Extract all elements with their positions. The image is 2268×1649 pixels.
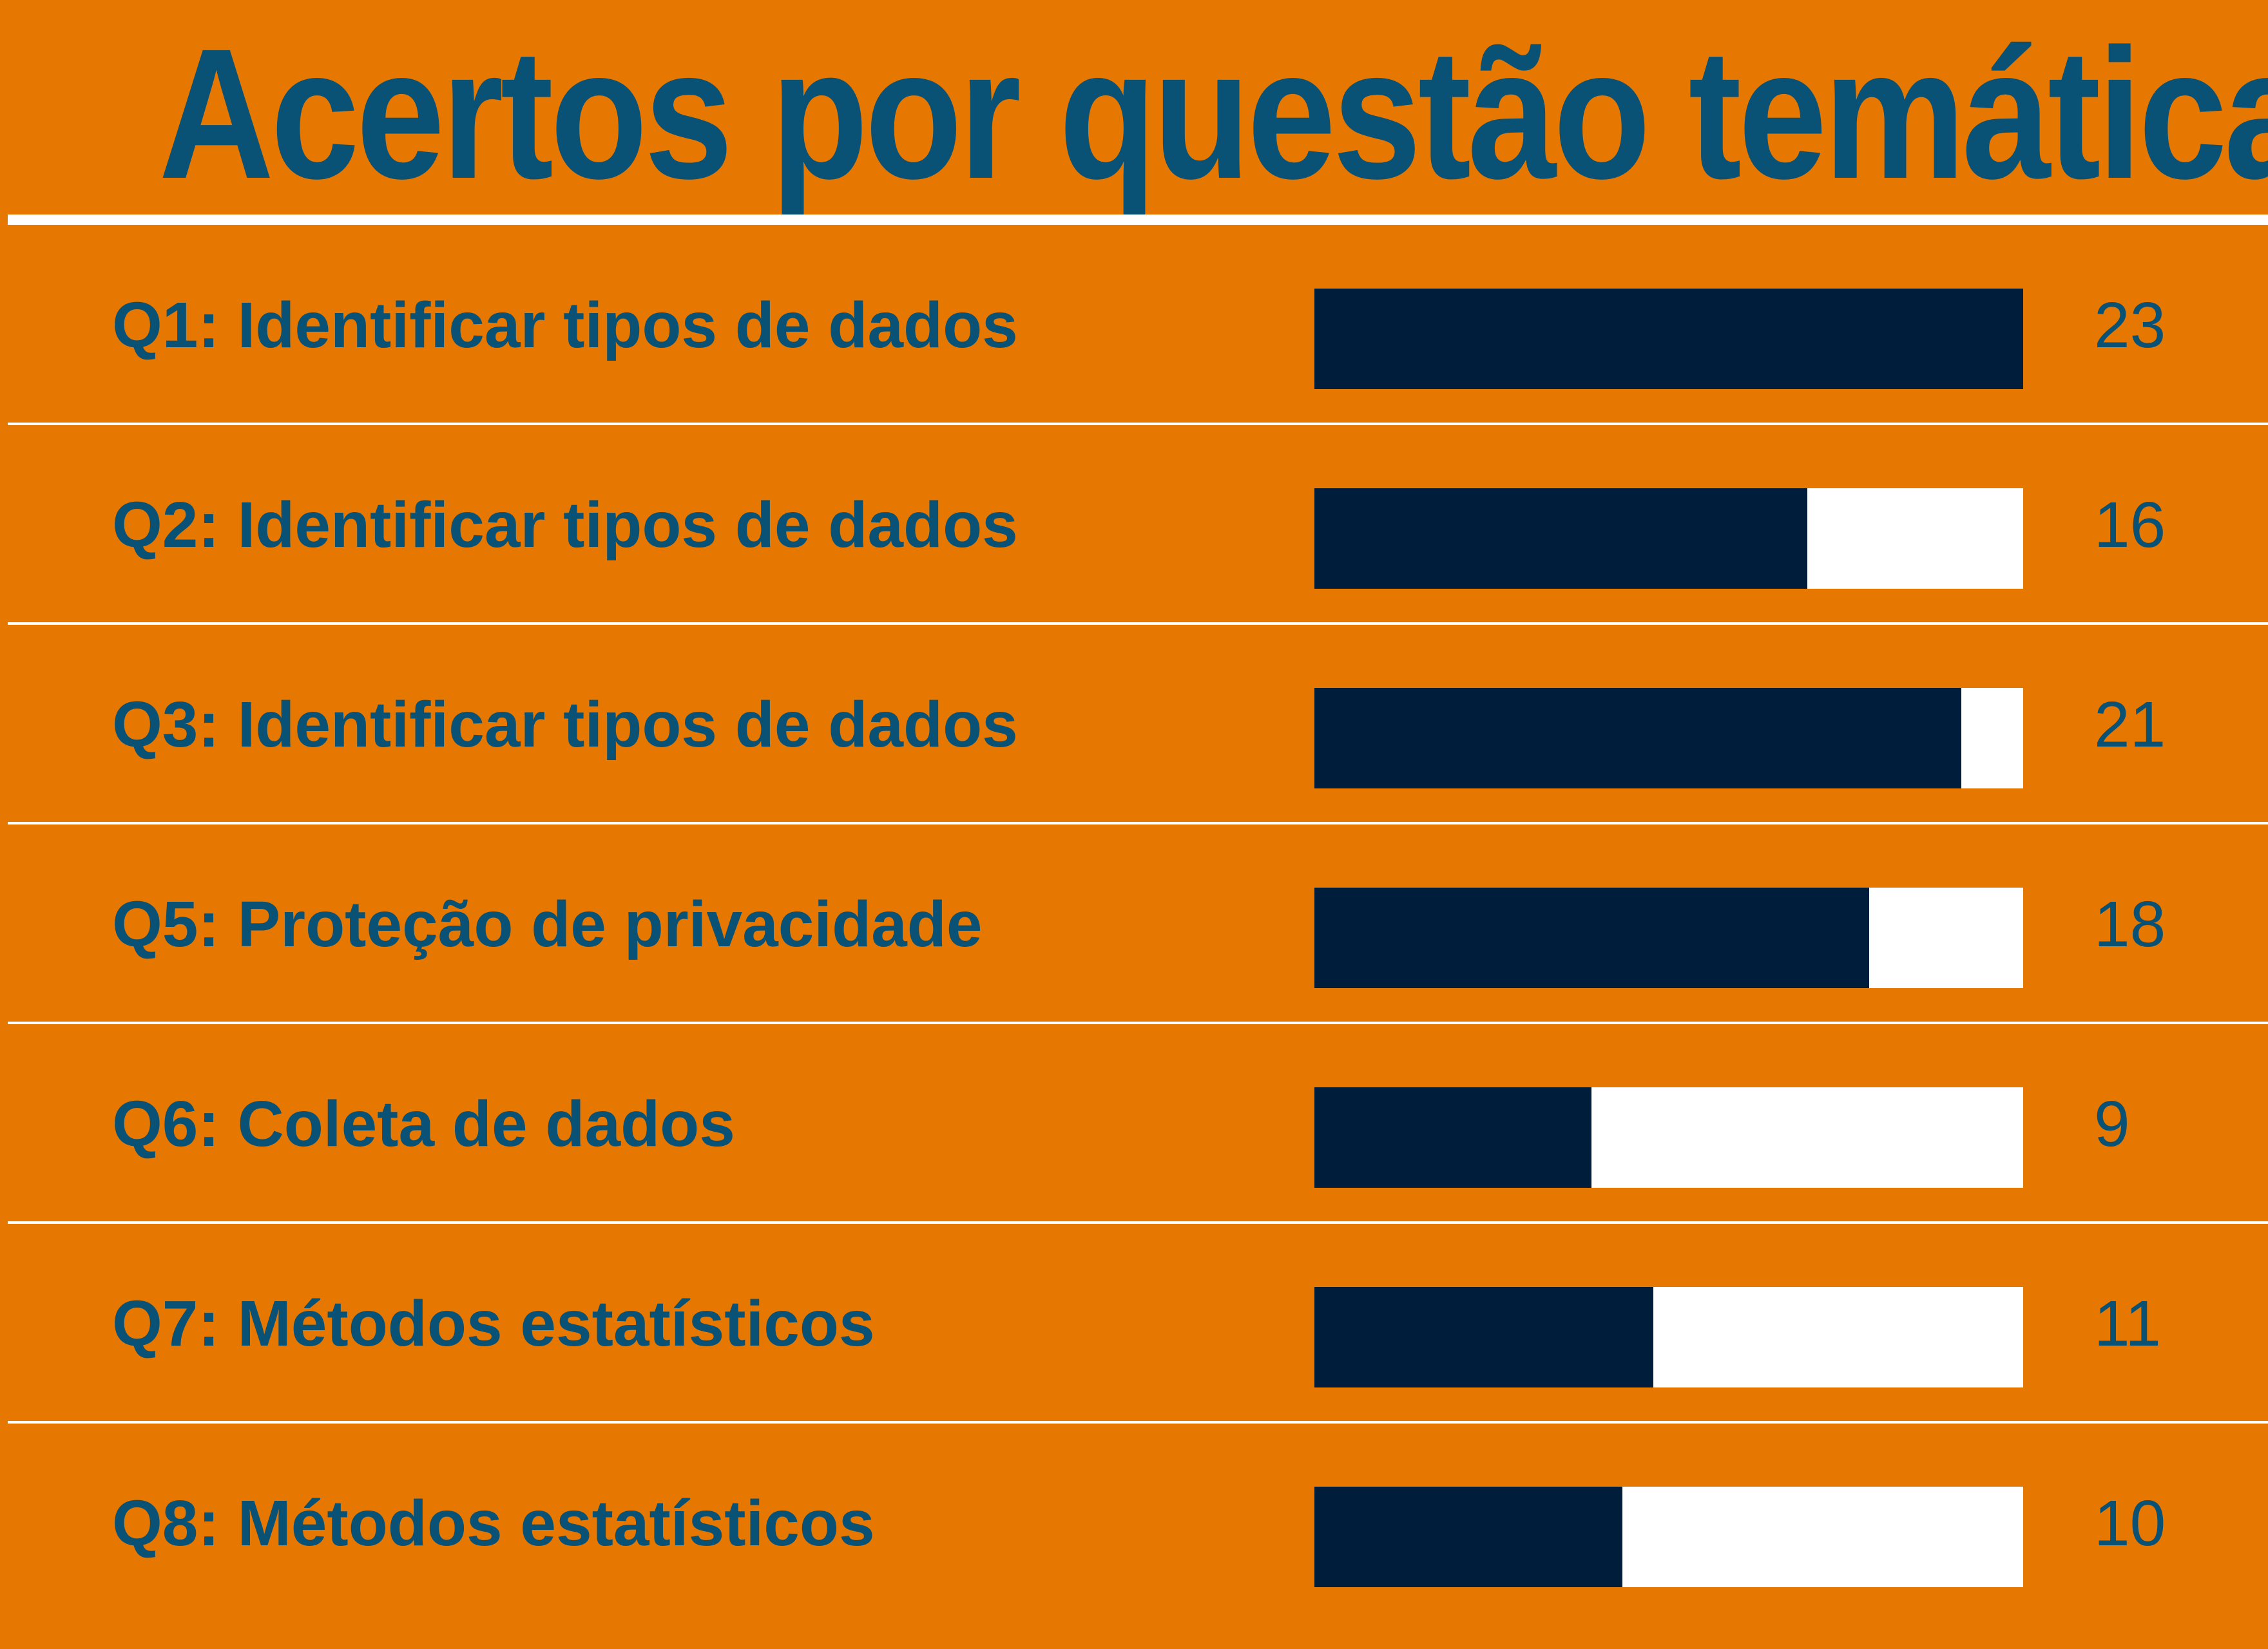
bar-row: Q6: Coleta de dados 9 — [0, 1024, 2268, 1224]
bar-row: Q7: Métodos estatísticos 11 — [0, 1224, 2268, 1424]
bar-row: Q1: Identificar tipos de dados 23 — [0, 225, 2268, 425]
data-label: 18 — [2094, 888, 2166, 960]
bar — [1314, 888, 1869, 988]
data-label: 10 — [2094, 1487, 2166, 1559]
bar-track — [1314, 1087, 2023, 1188]
bar — [1314, 1487, 1622, 1587]
row-divider — [8, 1221, 2268, 1224]
row-divider — [8, 1421, 2268, 1424]
category-label: Q3: Identificar tipos de dados — [112, 689, 1018, 761]
data-label: 9 — [2094, 1088, 2130, 1160]
category-label: Q6: Coleta de dados — [112, 1088, 735, 1160]
data-label: 21 — [2094, 689, 2166, 761]
bar-track — [1314, 289, 2023, 389]
row-divider — [8, 423, 2268, 425]
bar — [1314, 688, 1961, 788]
data-label: 11 — [2094, 1288, 2161, 1360]
bar-track — [1314, 1287, 2023, 1387]
data-label: 23 — [2094, 289, 2166, 361]
bar-row: Q5: Proteção de privacidade 18 — [0, 824, 2268, 1024]
bar — [1314, 1087, 1591, 1188]
category-label: Q5: Proteção de privacidade — [112, 888, 983, 960]
category-label: Q7: Métodos estatísticos — [112, 1288, 875, 1360]
bar-row: Q2: Identificar tipos de dados 16 — [0, 425, 2268, 625]
category-label: Q1: Identificar tipos de dados — [112, 289, 1018, 361]
category-label: Q2: Identificar tipos de dados — [112, 489, 1018, 561]
bar-track — [1314, 1487, 2023, 1587]
bar-row: Q3: Identificar tipos de dados 21 — [0, 625, 2268, 824]
bar-track — [1314, 488, 2023, 589]
chart-title: Acertos por questão temática — [159, 10, 2268, 218]
category-label: Q8: Métodos estatísticos — [112, 1487, 875, 1559]
bar — [1314, 1287, 1653, 1387]
bar-row: Q8: Métodos estatísticos 10 — [0, 1424, 2268, 1623]
row-divider — [8, 622, 2268, 625]
data-label: 16 — [2094, 489, 2166, 561]
title-underline — [8, 214, 2268, 225]
bar — [1314, 488, 1807, 589]
bar — [1314, 289, 2023, 389]
bar-track — [1314, 688, 2023, 788]
row-divider — [8, 1022, 2268, 1024]
bar-track — [1314, 888, 2023, 988]
row-divider — [8, 822, 2268, 824]
